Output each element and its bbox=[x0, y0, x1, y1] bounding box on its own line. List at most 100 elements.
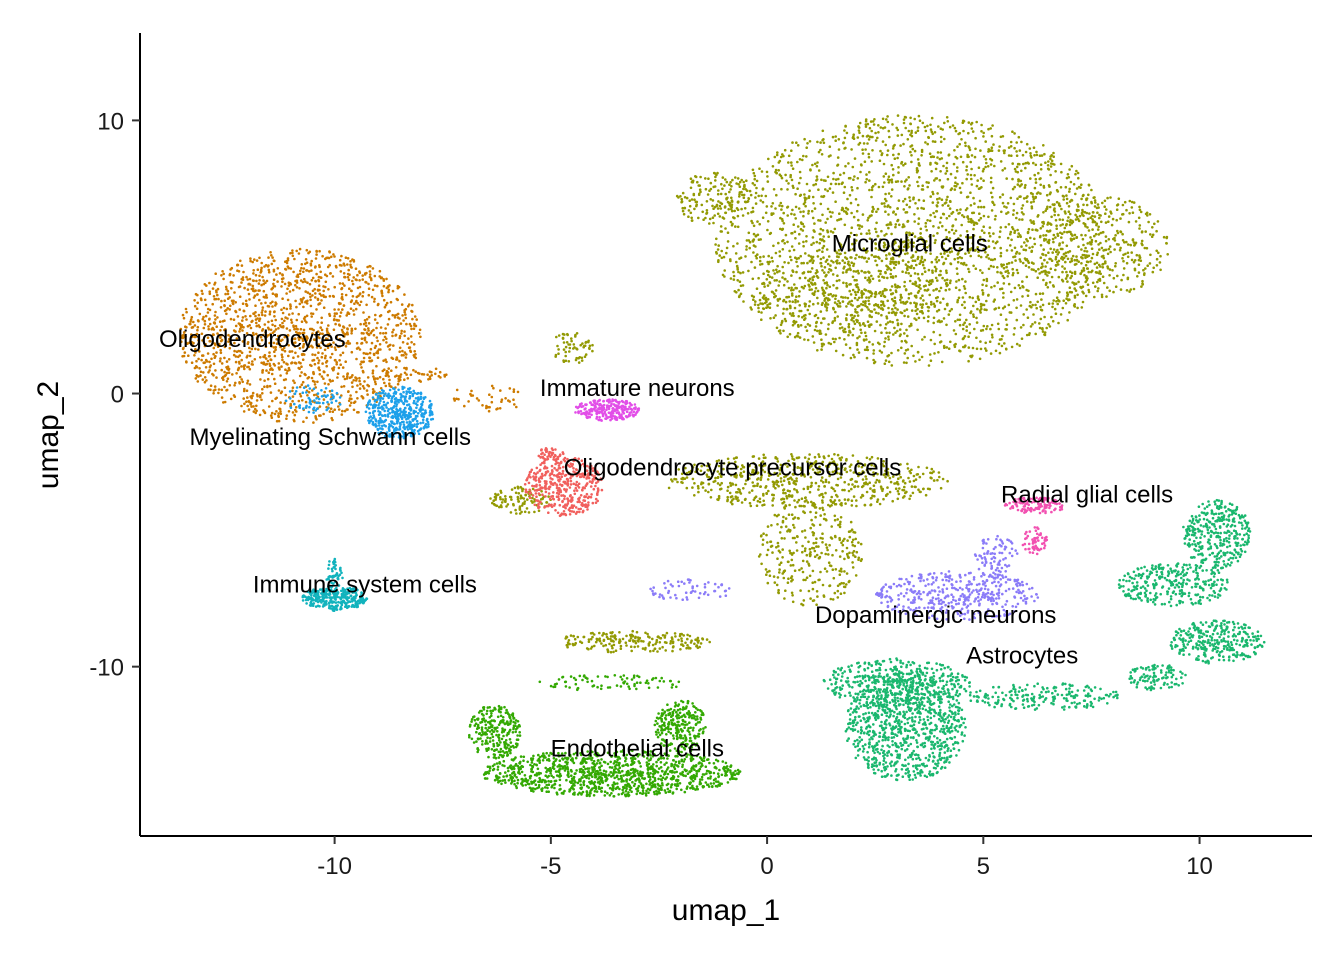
point bbox=[744, 255, 747, 258]
point bbox=[808, 277, 812, 281]
point bbox=[821, 138, 824, 142]
point bbox=[786, 240, 789, 244]
point bbox=[843, 338, 846, 341]
point bbox=[629, 645, 633, 648]
point bbox=[1039, 163, 1043, 166]
point bbox=[879, 149, 882, 153]
point bbox=[788, 549, 791, 553]
point bbox=[1027, 162, 1030, 165]
point bbox=[898, 328, 902, 331]
point bbox=[968, 236, 971, 239]
point bbox=[711, 204, 714, 208]
point bbox=[885, 254, 888, 257]
point bbox=[791, 600, 795, 604]
point bbox=[547, 495, 550, 498]
point bbox=[1010, 345, 1014, 349]
point bbox=[792, 523, 795, 527]
point bbox=[699, 190, 702, 194]
point bbox=[955, 267, 959, 270]
point bbox=[661, 645, 664, 649]
point bbox=[908, 205, 911, 209]
point bbox=[1090, 247, 1094, 250]
point bbox=[865, 178, 868, 181]
point bbox=[825, 286, 828, 290]
point bbox=[796, 160, 799, 164]
point bbox=[999, 254, 1003, 258]
point bbox=[1093, 215, 1097, 218]
point bbox=[894, 301, 897, 305]
point bbox=[858, 335, 861, 338]
point bbox=[923, 266, 926, 270]
point bbox=[1020, 245, 1023, 248]
point bbox=[793, 487, 796, 491]
point bbox=[779, 201, 783, 205]
point bbox=[1053, 213, 1056, 217]
point bbox=[955, 169, 959, 173]
point bbox=[1018, 286, 1022, 290]
point bbox=[516, 485, 520, 489]
point bbox=[993, 203, 996, 207]
point bbox=[739, 271, 742, 275]
point bbox=[970, 154, 974, 157]
point bbox=[802, 225, 806, 228]
point bbox=[906, 188, 910, 191]
point bbox=[813, 555, 817, 558]
point bbox=[863, 160, 867, 163]
point bbox=[847, 483, 850, 486]
point bbox=[919, 232, 922, 235]
point bbox=[939, 486, 943, 490]
point bbox=[300, 263, 304, 266]
point bbox=[818, 329, 821, 333]
point bbox=[780, 525, 783, 529]
point bbox=[682, 212, 686, 216]
point bbox=[808, 490, 812, 494]
point bbox=[913, 272, 917, 275]
point bbox=[1024, 264, 1028, 268]
point bbox=[1015, 154, 1019, 157]
point bbox=[803, 284, 807, 288]
point bbox=[1004, 270, 1007, 274]
point bbox=[1096, 289, 1099, 293]
point bbox=[509, 495, 513, 499]
point bbox=[811, 163, 814, 167]
point bbox=[220, 368, 223, 372]
point bbox=[336, 376, 339, 379]
point bbox=[866, 134, 870, 138]
point bbox=[796, 331, 800, 335]
point bbox=[810, 243, 813, 246]
point bbox=[1015, 342, 1019, 346]
point bbox=[409, 335, 413, 338]
point bbox=[963, 300, 966, 304]
point bbox=[910, 154, 913, 157]
point bbox=[1080, 269, 1084, 273]
point bbox=[295, 318, 299, 322]
point bbox=[701, 210, 704, 214]
point bbox=[738, 180, 742, 184]
point bbox=[907, 129, 911, 133]
point bbox=[864, 334, 868, 338]
point bbox=[738, 195, 741, 198]
point bbox=[831, 273, 835, 276]
point bbox=[985, 308, 988, 312]
point bbox=[1003, 342, 1006, 345]
point bbox=[809, 255, 813, 258]
point bbox=[370, 341, 374, 345]
point bbox=[918, 262, 921, 266]
point bbox=[762, 532, 765, 535]
point bbox=[993, 246, 996, 250]
point bbox=[975, 184, 979, 188]
point bbox=[855, 209, 859, 213]
point bbox=[249, 401, 253, 405]
point bbox=[714, 243, 717, 246]
point bbox=[742, 487, 745, 490]
point bbox=[906, 356, 909, 360]
point bbox=[227, 358, 231, 361]
point bbox=[1147, 220, 1150, 224]
point bbox=[813, 207, 817, 210]
point bbox=[512, 503, 515, 507]
point bbox=[875, 210, 878, 213]
point bbox=[867, 152, 870, 156]
point bbox=[919, 287, 922, 290]
point bbox=[907, 296, 911, 300]
